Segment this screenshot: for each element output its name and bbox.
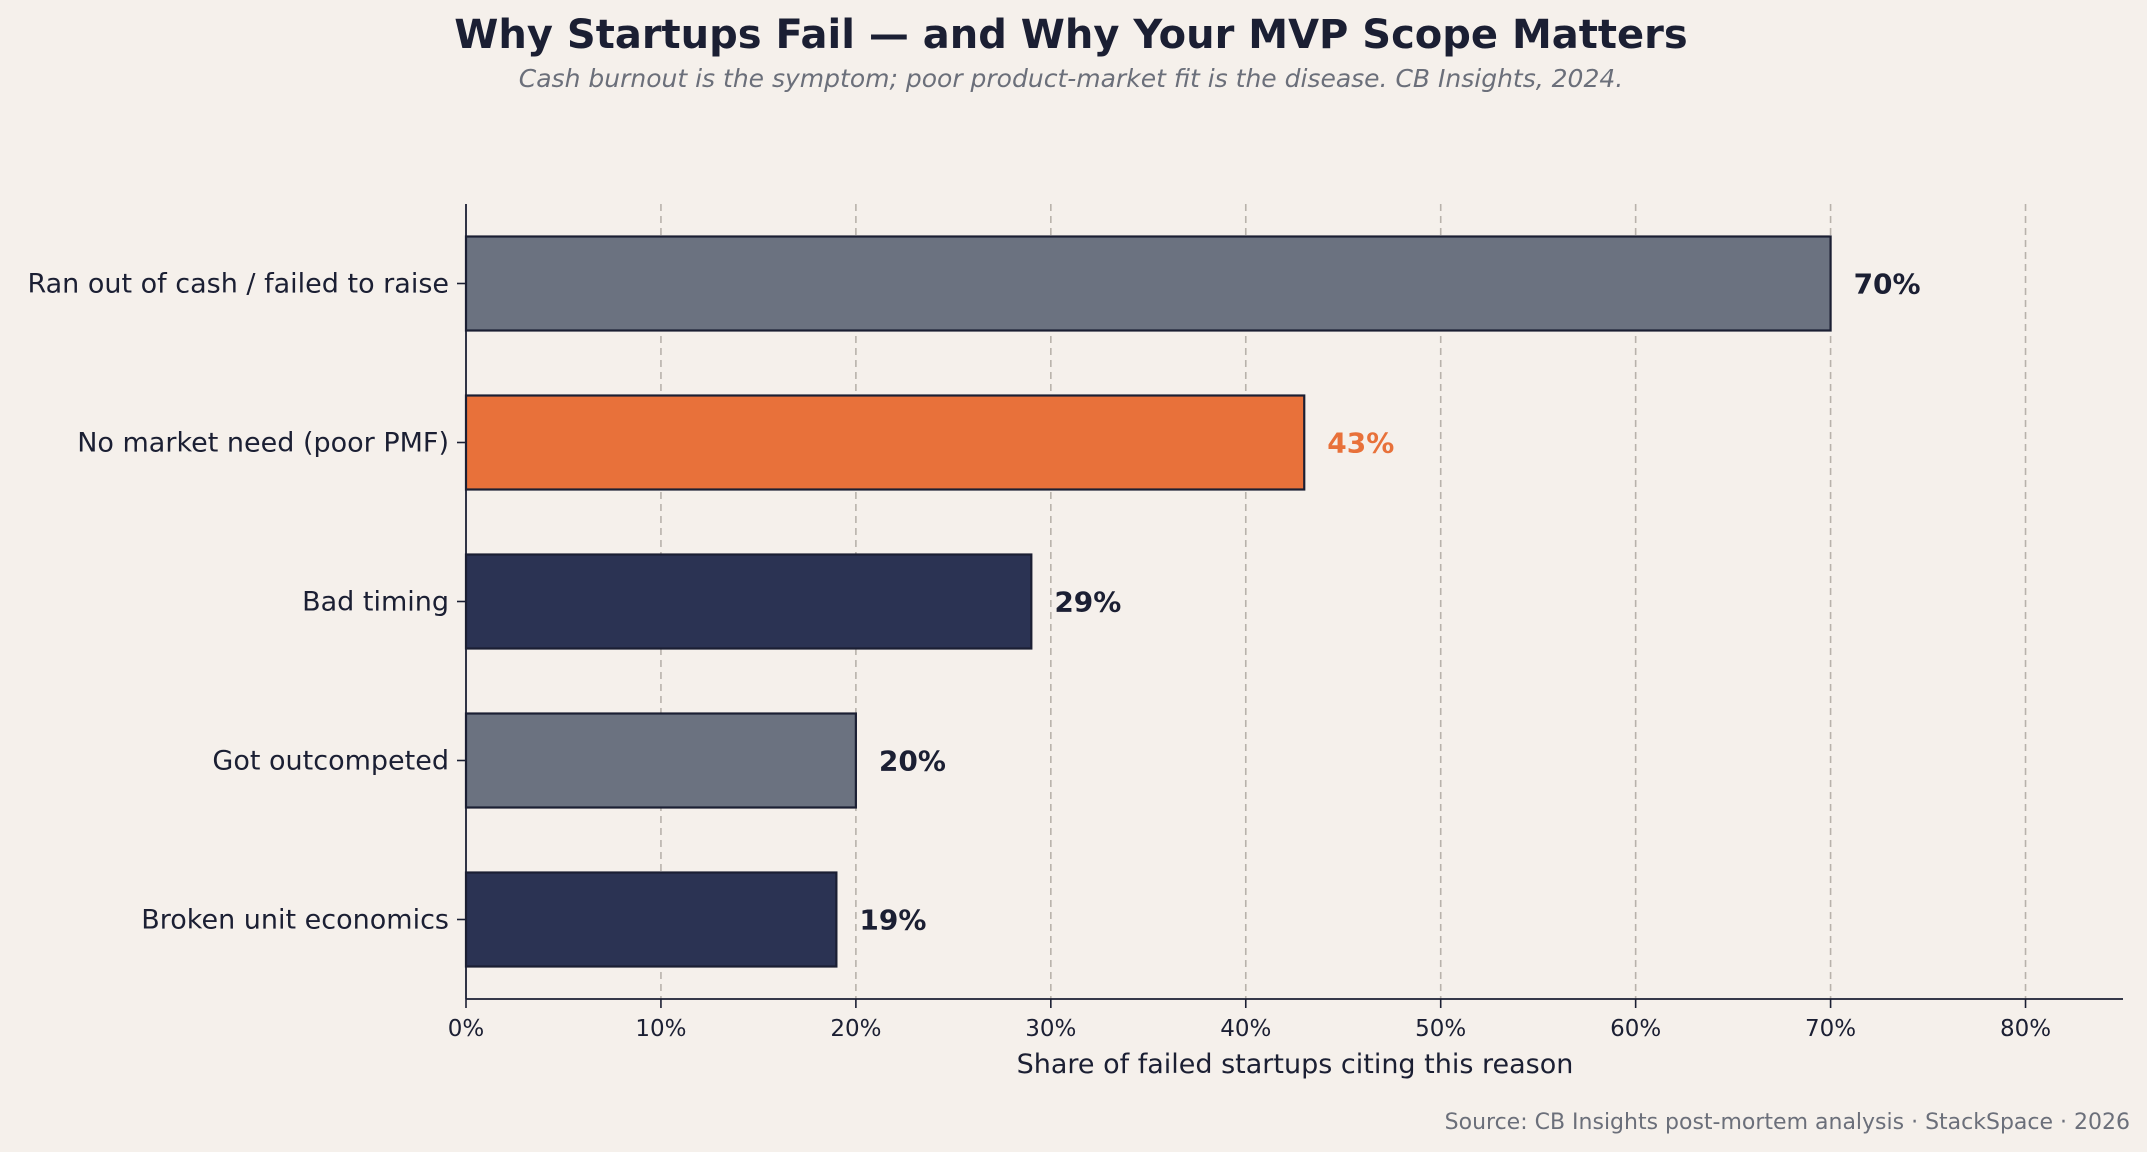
y-tick-label: No market need (poor PMF)	[77, 428, 449, 459]
y-tick-label: Ran out of cash / failed to raise	[27, 269, 449, 300]
y-tick-label: Bad timing	[302, 587, 449, 618]
bar-value-label: 43%	[1327, 427, 1394, 460]
y-tick-label: Broken unit economics	[141, 905, 449, 936]
bar-value-label: 29%	[1054, 586, 1121, 619]
bar	[464, 871, 838, 968]
bar-value-label: 70%	[1854, 268, 1921, 301]
bar-value-label: 20%	[879, 745, 946, 778]
bar	[464, 553, 1033, 650]
x-axis-label: Share of failed startups citing this rea…	[1017, 1049, 1574, 1080]
axes	[457, 204, 2123, 1008]
source-note: Source: CB Insights post-mortem analysis…	[1445, 1110, 2130, 1135]
x-tick-label: 10%	[635, 1016, 686, 1042]
x-tick-label: 80%	[2000, 1016, 2051, 1042]
x-tick-label: 20%	[830, 1016, 881, 1042]
y-tick-label: Got outcompeted	[212, 746, 449, 777]
x-tick-label: 50%	[1415, 1016, 1466, 1042]
x-tick-label: 30%	[1025, 1016, 1076, 1042]
labels: 70% Ran out of cash / failed to raise 43% N…	[27, 268, 2051, 1043]
x-tick-label: 40%	[1220, 1016, 1271, 1042]
chart-subtitle: Cash burnout is the symptom; poor produc…	[519, 64, 1623, 93]
x-grid	[660, 204, 2027, 999]
x-tick-label: 70%	[1805, 1016, 1856, 1042]
chart-title: Why Startups Fail — and Why Your MVP Sco…	[454, 12, 1687, 58]
bars	[464, 235, 1832, 968]
bar	[464, 235, 1832, 332]
bar	[464, 394, 1306, 491]
bar	[464, 712, 857, 809]
bar-value-label: 19%	[859, 904, 926, 937]
x-tick-label: 0%	[448, 1016, 485, 1042]
x-tick-label: 60%	[1610, 1016, 1661, 1042]
